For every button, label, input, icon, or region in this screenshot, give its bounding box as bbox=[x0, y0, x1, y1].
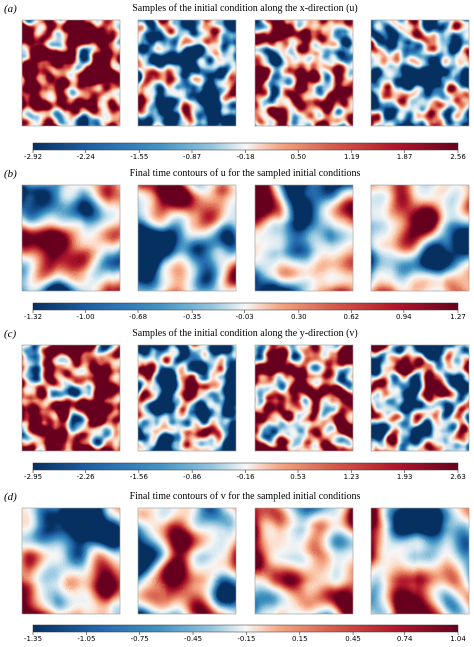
tick-label: -2.24 bbox=[77, 153, 96, 161]
tick-label: -1.00 bbox=[76, 313, 94, 321]
tick-label: 1.93 bbox=[397, 473, 413, 481]
tick-label: 0.74 bbox=[397, 635, 413, 643]
heatmap-frame bbox=[21, 507, 121, 615]
panel-title: Samples of the initial condition along t… bbox=[132, 3, 358, 14]
tick-label: -0.16 bbox=[236, 473, 255, 481]
heatmap-image bbox=[371, 508, 469, 614]
heatmap-image bbox=[138, 345, 236, 451]
panel-label: (c) bbox=[4, 328, 17, 340]
tick-label: 0.15 bbox=[292, 635, 308, 643]
panel-title: Final time contours of v for the sampled… bbox=[130, 491, 361, 502]
heatmap-image bbox=[22, 508, 120, 614]
heatmap-frame bbox=[370, 19, 470, 127]
heatmap-image bbox=[138, 185, 236, 291]
tick-label: 2.56 bbox=[450, 153, 466, 161]
tick-label: 0.94 bbox=[396, 313, 412, 321]
heatmap-frame bbox=[21, 184, 121, 292]
heatmap-frame bbox=[254, 507, 354, 615]
tick-label: -2.95 bbox=[24, 473, 42, 481]
heatmap-image bbox=[255, 345, 353, 451]
heatmap-frame bbox=[254, 184, 354, 292]
heatmap-frame bbox=[370, 344, 470, 452]
tick-label: -0.86 bbox=[183, 473, 202, 481]
tick-label: 1.19 bbox=[344, 153, 360, 161]
tick-label: -0.35 bbox=[183, 313, 201, 321]
heatmap-frame bbox=[370, 507, 470, 615]
tick-label: 1.23 bbox=[344, 473, 360, 481]
heatmap-frame bbox=[21, 344, 121, 452]
tick-label: -1.56 bbox=[130, 473, 149, 481]
tick-label: 1.27 bbox=[450, 313, 466, 321]
heatmap-frame bbox=[370, 184, 470, 292]
tick-label: -1.05 bbox=[77, 635, 95, 643]
tick-label: 0.45 bbox=[345, 635, 361, 643]
tick-label: 0.62 bbox=[344, 313, 360, 321]
colorbar bbox=[32, 624, 459, 633]
heatmap-frame bbox=[254, 344, 354, 452]
heatmap-frame bbox=[21, 19, 121, 127]
heatmap-frame bbox=[254, 19, 354, 127]
heatmap-frame bbox=[137, 344, 237, 452]
colorbar bbox=[32, 462, 459, 471]
tick-label: -0.15 bbox=[237, 635, 255, 643]
colorbar bbox=[32, 142, 459, 151]
tick-label: 0.50 bbox=[290, 153, 306, 161]
tick-label: 0.30 bbox=[291, 313, 307, 321]
tick-label: -1.32 bbox=[24, 313, 42, 321]
heatmap-image bbox=[138, 508, 236, 614]
heatmap-image bbox=[22, 185, 120, 291]
heatmap-frame bbox=[137, 19, 237, 127]
tick-label: -0.03 bbox=[236, 313, 254, 321]
tick-label: -0.87 bbox=[183, 153, 201, 161]
heatmap-image bbox=[255, 185, 353, 291]
heatmap-image bbox=[22, 345, 120, 451]
heatmap-image bbox=[371, 345, 469, 451]
heatmap-image bbox=[371, 185, 469, 291]
tick-label: -1.35 bbox=[24, 635, 42, 643]
tick-label: 2.63 bbox=[450, 473, 466, 481]
colorbar bbox=[32, 302, 459, 311]
heatmap-image bbox=[255, 20, 353, 126]
tick-label: -0.68 bbox=[129, 313, 147, 321]
heatmap-image bbox=[138, 20, 236, 126]
heatmap-image bbox=[371, 20, 469, 126]
tick-label: -1.55 bbox=[130, 153, 148, 161]
tick-label: -2.92 bbox=[24, 153, 42, 161]
heatmap-frame bbox=[137, 507, 237, 615]
panel-label: (a) bbox=[4, 3, 17, 15]
tick-label: 1.87 bbox=[397, 153, 413, 161]
tick-label: -0.18 bbox=[236, 153, 254, 161]
panel-title: Samples of the initial condition along t… bbox=[132, 328, 358, 339]
heatmap-image bbox=[255, 508, 353, 614]
tick-label: 0.53 bbox=[290, 473, 306, 481]
panel-label: (b) bbox=[4, 168, 17, 180]
panel-label: (d) bbox=[4, 491, 17, 503]
tick-label: -2.26 bbox=[76, 473, 95, 481]
tick-label: 1.04 bbox=[450, 635, 466, 643]
tick-label: -0.75 bbox=[131, 635, 149, 643]
heatmap-image bbox=[22, 20, 120, 126]
tick-label: -0.45 bbox=[184, 635, 202, 643]
panel-title: Final time contours of u for the sampled… bbox=[130, 168, 361, 179]
heatmap-frame bbox=[137, 184, 237, 292]
